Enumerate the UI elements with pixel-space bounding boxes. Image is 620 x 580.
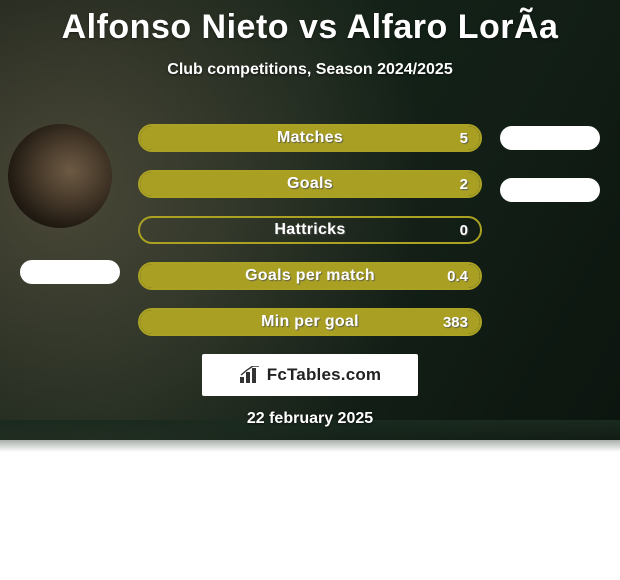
stat-row: Min per goal383 <box>138 308 482 336</box>
brand-text: FcTables.com <box>267 365 382 385</box>
player-left-avatar <box>8 124 112 228</box>
stat-fill <box>140 264 480 288</box>
brand-link[interactable]: FcTables.com <box>202 354 418 396</box>
stat-row: Goals per match0.4 <box>138 262 482 290</box>
subtitle: Club competitions, Season 2024/2025 <box>0 61 620 79</box>
stat-fill <box>140 310 480 334</box>
page-title: Alfonso Nieto vs Alfaro LorÃ­a <box>0 0 620 47</box>
stat-row: Goals2 <box>138 170 482 198</box>
player-left-name-pill <box>20 260 120 284</box>
stats-container: Matches5 Goals2 Hattricks0 Goals per match0… <box>138 124 482 354</box>
bar-chart-icon <box>239 366 261 384</box>
stat-label: Hattricks <box>140 218 480 242</box>
stat-row: Matches5 <box>138 124 482 152</box>
stat-value: 0 <box>460 218 468 242</box>
stat-row: Hattricks0 <box>138 216 482 244</box>
stat-fill <box>140 172 480 196</box>
player-right-name-pill-2 <box>500 178 600 202</box>
player-right-name-pill-1 <box>500 126 600 150</box>
content-wrapper: Alfonso Nieto vs Alfaro LorÃ­a Club comp… <box>0 0 620 79</box>
lower-white-area <box>0 440 620 580</box>
stat-fill <box>140 126 480 150</box>
date-line: 22 february 2025 <box>0 410 620 428</box>
